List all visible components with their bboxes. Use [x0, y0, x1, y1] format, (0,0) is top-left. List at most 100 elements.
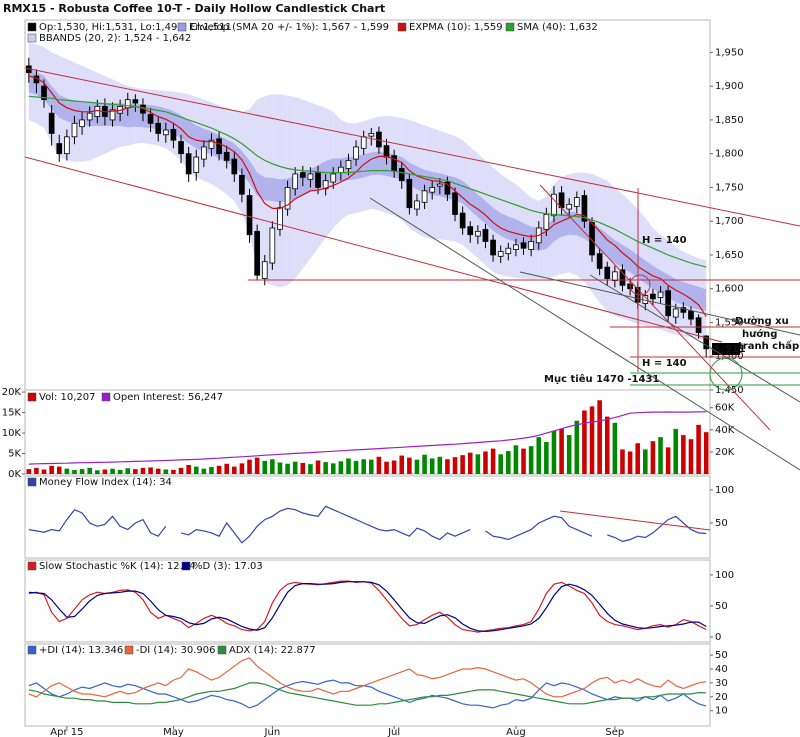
- volume-bar: [110, 468, 115, 474]
- volume-bar: [612, 422, 618, 474]
- legend-swatch: [27, 561, 37, 571]
- candle-body: [299, 172, 306, 178]
- x-tick-label: Sep: [605, 727, 624, 737]
- legend-swatch: [101, 392, 111, 402]
- band-segment: [622, 244, 631, 273]
- candle-body: [246, 195, 253, 236]
- volume-bar: [41, 469, 47, 474]
- y-tick-label: 1,550: [715, 317, 744, 328]
- volume-bar: [589, 406, 595, 474]
- y2-tick-label: 60K: [715, 403, 735, 414]
- trend-line: [369, 197, 800, 471]
- volume-bar: [574, 420, 580, 474]
- volume-bar: [239, 463, 245, 474]
- candle-body: [208, 139, 215, 149]
- candle-body: [604, 266, 611, 279]
- volume-bar: [292, 461, 298, 474]
- series-line: [28, 657, 707, 698]
- band-segment: [196, 125, 204, 152]
- volume-bar: [49, 465, 54, 474]
- candle-body: [79, 119, 85, 128]
- y-tick-label: 1,850: [715, 115, 744, 126]
- candle-body: [665, 290, 671, 317]
- volume-bar: [597, 400, 602, 474]
- legend-label: SMA (40): 1,632: [517, 22, 598, 33]
- candle-body: [64, 136, 70, 155]
- candle-body: [178, 141, 184, 155]
- candle-body: [231, 158, 238, 175]
- volume-bar: [171, 469, 176, 474]
- volume-bar: [551, 430, 557, 474]
- legend-label: %D (3): 17.03: [193, 561, 263, 572]
- legend-label: Vol: 10,207: [39, 392, 96, 403]
- dmi-panel: [24, 643, 711, 727]
- candle-body: [201, 146, 207, 160]
- candle-body: [398, 168, 405, 182]
- x-tick-label: Jun: [264, 727, 281, 737]
- band-segment: [363, 152, 372, 178]
- band-segment: [477, 194, 486, 224]
- volume-bar: [338, 461, 344, 474]
- volume-bar: [270, 459, 275, 474]
- plot-layers: 1,4501,5001,5501,6001,6501,7001,7501,800…: [2, 22, 799, 737]
- volume-bar: [620, 449, 625, 474]
- volume-bar: [391, 460, 397, 474]
- candle-body: [239, 174, 245, 195]
- legend-label: -DI (14): 30.906: [136, 645, 216, 656]
- band-segment: [356, 154, 364, 180]
- legend-swatch: [27, 645, 37, 655]
- legend-swatch: [27, 392, 37, 402]
- band-segment: [508, 216, 516, 243]
- volume-bar: [102, 469, 108, 474]
- volume-bar: [460, 455, 465, 474]
- volume-bar: [353, 460, 359, 474]
- candle-body: [566, 203, 573, 210]
- legend-swatch: [505, 22, 515, 32]
- series-line: [28, 581, 707, 633]
- volume-bar: [490, 448, 496, 474]
- panel-2: 50 100 Money Flow Index (14): 34: [27, 477, 734, 544]
- candle-body: [406, 178, 413, 209]
- candle-body: [543, 214, 550, 230]
- candle-body: [672, 308, 679, 318]
- y2-tick-label: 20K: [715, 447, 735, 458]
- volume-bar: [703, 432, 709, 474]
- legend-swatch: [181, 561, 191, 571]
- candle-body: [551, 193, 557, 217]
- volume-bar: [688, 439, 694, 474]
- volume-panel: [24, 389, 711, 475]
- volume-bar: [56, 466, 62, 474]
- volume-bar: [566, 435, 572, 474]
- volume-bar: [87, 467, 92, 474]
- candle-body: [56, 143, 63, 155]
- annotation: H = 140: [642, 358, 687, 369]
- volume-bar: [193, 466, 199, 474]
- y-tick-label: 10K: [2, 428, 22, 439]
- candle-body: [612, 271, 618, 282]
- candle-body: [48, 112, 55, 134]
- band-segment: [371, 151, 379, 176]
- volume-bar: [384, 461, 389, 474]
- candle-body: [345, 160, 352, 169]
- volume-bar: [155, 468, 161, 474]
- price-flag: [712, 343, 740, 355]
- candle-body: [596, 253, 603, 269]
- legend-label: ADX (14): 22.877: [229, 645, 316, 656]
- candle-body: [680, 307, 687, 313]
- band-segment: [645, 260, 653, 289]
- volume-bar: [224, 463, 229, 474]
- band-segment: [614, 240, 623, 268]
- volume-bar: [673, 428, 679, 474]
- volume-bar: [262, 460, 268, 474]
- legend-label: Envelop (SMA 20 +/- 1%): 1,567 - 1,599: [189, 22, 389, 33]
- volume-bar: [445, 459, 450, 474]
- legend-swatch: [27, 477, 37, 487]
- band-segment: [51, 86, 60, 118]
- annotation: 1,511: [714, 344, 746, 355]
- candle-body: [688, 310, 694, 320]
- volume-bar: [414, 459, 420, 474]
- candle-body: [573, 197, 580, 207]
- volume-bar: [140, 467, 146, 474]
- candle-body: [185, 153, 192, 175]
- candle-body: [277, 207, 283, 230]
